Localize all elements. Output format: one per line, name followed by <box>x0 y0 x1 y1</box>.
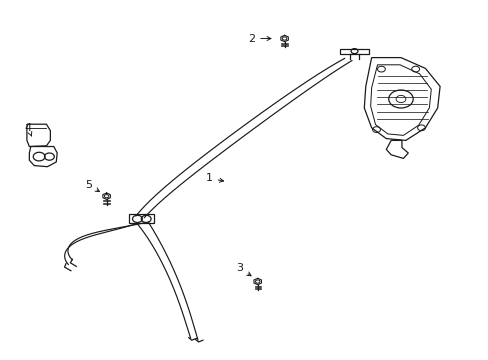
Text: 3: 3 <box>236 263 250 276</box>
Text: 1: 1 <box>205 173 223 183</box>
Text: 2: 2 <box>247 33 270 44</box>
Text: 5: 5 <box>85 180 99 192</box>
Text: 4: 4 <box>24 123 32 136</box>
